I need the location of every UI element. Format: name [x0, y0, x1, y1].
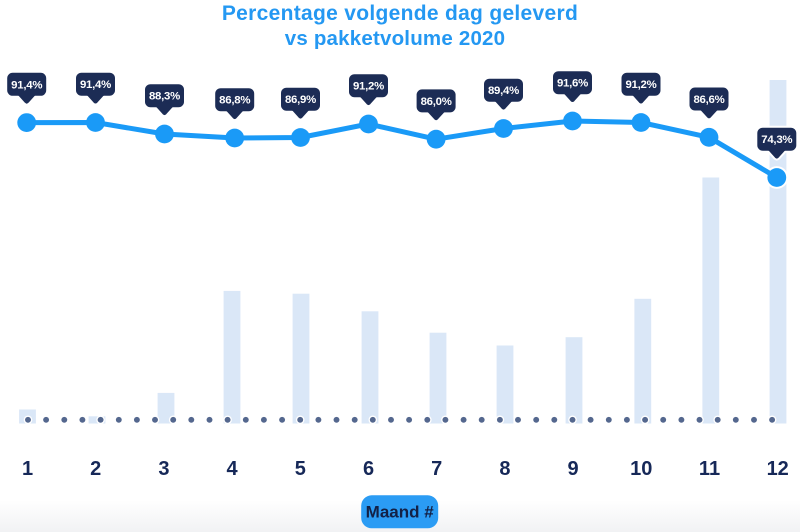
svg-text:91,4%: 91,4%: [11, 79, 42, 91]
svg-text:12: 12: [767, 458, 789, 480]
svg-text:3: 3: [158, 458, 169, 480]
svg-text:2: 2: [90, 458, 101, 480]
svg-text:88,3%: 88,3%: [149, 91, 180, 103]
svg-text:Percentage volgende dag geleve: Percentage volgende dag geleverd: [222, 2, 578, 25]
svg-text:86,8%: 86,8%: [219, 95, 250, 107]
svg-text:Maand #: Maand #: [366, 503, 435, 522]
svg-text:1: 1: [22, 458, 33, 480]
svg-text:89,4%: 89,4%: [488, 85, 519, 97]
svg-text:6: 6: [363, 458, 374, 480]
svg-text:7: 7: [431, 458, 442, 480]
svg-text:4: 4: [227, 458, 239, 480]
svg-text:10: 10: [630, 458, 652, 480]
svg-text:5: 5: [295, 458, 306, 480]
svg-text:86,9%: 86,9%: [285, 94, 316, 106]
svg-text:91,2%: 91,2%: [625, 79, 656, 91]
svg-text:8: 8: [499, 458, 510, 480]
svg-text:86,6%: 86,6%: [693, 94, 724, 106]
svg-text:11: 11: [699, 458, 720, 480]
svg-text:86,0%: 86,0%: [421, 96, 452, 108]
svg-text:91,4%: 91,4%: [80, 79, 111, 91]
svg-text:vs pakketvolume 2020: vs pakketvolume 2020: [285, 27, 506, 50]
svg-text:91,6%: 91,6%: [557, 78, 588, 90]
svg-text:9: 9: [568, 458, 579, 480]
svg-text:74,3%: 74,3%: [761, 134, 792, 146]
svg-text:91,2%: 91,2%: [353, 81, 384, 93]
